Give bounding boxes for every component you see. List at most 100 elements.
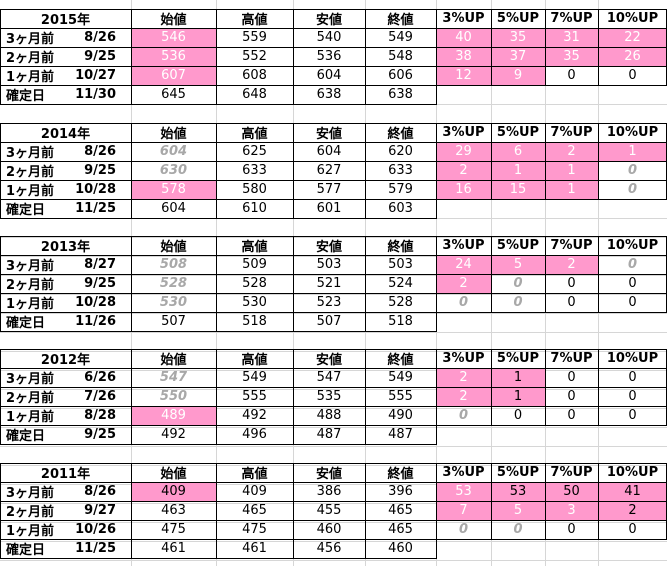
cell-high[interactable]: 509 [216,255,293,274]
cell-up10[interactable]: 0 [598,180,667,199]
cell-close[interactable]: 396 [365,482,436,501]
cell-up3[interactable] [436,312,491,331]
cell-open[interactable]: 528 [131,274,216,293]
cell-up3[interactable] [436,199,491,218]
cell-up7[interactable]: 0 [545,406,598,425]
column-header-up10[interactable]: 10%UP [598,463,667,482]
cell-up5[interactable] [491,312,545,331]
cell-open[interactable]: 475 [131,520,216,539]
cell-up5[interactable]: 0 [491,293,545,312]
column-header-close[interactable]: 終値 [365,349,436,368]
cell-open[interactable]: 530 [131,293,216,312]
column-header-high[interactable]: 高値 [216,9,293,28]
row-label-cell[interactable]: 3ヶ月前 8/26 [0,482,131,501]
cell-close[interactable]: 460 [365,539,436,558]
cell-up3[interactable] [436,425,491,444]
row-label-cell[interactable]: 確定日 9/25 [0,425,131,444]
cell-open[interactable]: 546 [131,28,216,47]
column-header-high[interactable]: 高値 [216,123,293,142]
cell-up10[interactable]: 0 [598,520,667,539]
cell-close[interactable]: 603 [365,199,436,218]
cell-high[interactable]: 608 [216,66,293,85]
cell-up3[interactable]: 2 [436,161,491,180]
cell-up5[interactable]: 1 [491,368,545,387]
row-label-cell[interactable]: 3ヶ月前 8/26 [0,142,131,161]
cell-up10[interactable]: 0 [598,406,667,425]
cell-close[interactable]: 606 [365,66,436,85]
cell-up5[interactable]: 53 [491,482,545,501]
cell-up10[interactable] [598,312,667,331]
cell-up5[interactable]: 5 [491,255,545,274]
cell-low[interactable]: 638 [293,85,365,104]
row-label-cell[interactable]: 2ヶ月前 7/26 [0,387,131,406]
cell-high[interactable]: 465 [216,501,293,520]
cell-up7[interactable]: 31 [545,28,598,47]
cell-open[interactable]: 508 [131,255,216,274]
cell-high[interactable]: 610 [216,199,293,218]
column-header-low[interactable]: 安値 [293,236,365,255]
cell-high[interactable]: 625 [216,142,293,161]
column-header-up10[interactable]: 10%UP [598,236,667,255]
cell-close[interactable]: 548 [365,47,436,66]
cell-up7[interactable]: 2 [545,255,598,274]
cell-high[interactable]: 530 [216,293,293,312]
cell-up7[interactable] [545,312,598,331]
cell-up5[interactable] [491,539,545,558]
cell-up3[interactable] [436,85,491,104]
column-header-open[interactable]: 始値 [131,349,216,368]
column-header-up7[interactable]: 7%UP [545,349,598,368]
row-label-cell[interactable]: 3ヶ月前 8/26 [0,28,131,47]
column-header-up10[interactable]: 10%UP [598,9,667,28]
column-header-open[interactable]: 始値 [131,236,216,255]
cell-low[interactable]: 523 [293,293,365,312]
column-header-close[interactable]: 終値 [365,123,436,142]
cell-up10[interactable]: 0 [598,368,667,387]
column-header-low[interactable]: 安値 [293,9,365,28]
cell-open[interactable]: 489 [131,406,216,425]
column-header-close[interactable]: 終値 [365,463,436,482]
cell-low[interactable]: 386 [293,482,365,501]
cell-close[interactable]: 487 [365,425,436,444]
column-header-low[interactable]: 安値 [293,349,365,368]
cell-up7[interactable]: 3 [545,501,598,520]
cell-open[interactable]: 630 [131,161,216,180]
cell-up3[interactable]: 53 [436,482,491,501]
cell-up7[interactable] [545,199,598,218]
cell-up7[interactable]: 1 [545,180,598,199]
column-header-close[interactable]: 終値 [365,9,436,28]
cell-up5[interactable]: 9 [491,66,545,85]
cell-up10[interactable] [598,425,667,444]
cell-high[interactable]: 648 [216,85,293,104]
cell-low[interactable]: 455 [293,501,365,520]
cell-up3[interactable]: 2 [436,274,491,293]
year-header-cell[interactable]: 2013年 [0,236,131,255]
row-label-cell[interactable]: 2ヶ月前 9/27 [0,501,131,520]
cell-high[interactable]: 555 [216,387,293,406]
cell-up10[interactable]: 41 [598,482,667,501]
cell-up5[interactable] [491,425,545,444]
column-header-up3[interactable]: 3%UP [436,236,491,255]
row-label-cell[interactable]: 2ヶ月前 9/25 [0,161,131,180]
column-header-up7[interactable]: 7%UP [545,463,598,482]
cell-up7[interactable]: 0 [545,66,598,85]
cell-low[interactable]: 577 [293,180,365,199]
year-header-cell[interactable]: 2014年 [0,123,131,142]
cell-up7[interactable]: 1 [545,161,598,180]
year-header-cell[interactable]: 2011年 [0,463,131,482]
year-header-cell[interactable]: 2012年 [0,349,131,368]
cell-low[interactable]: 604 [293,66,365,85]
cell-open[interactable]: 604 [131,142,216,161]
cell-high[interactable]: 475 [216,520,293,539]
cell-up7[interactable]: 0 [545,274,598,293]
cell-up7[interactable]: 0 [545,387,598,406]
cell-close[interactable]: 579 [365,180,436,199]
column-header-up7[interactable]: 7%UP [545,123,598,142]
cell-up3[interactable]: 16 [436,180,491,199]
cell-close[interactable]: 465 [365,520,436,539]
row-label-cell[interactable]: 2ヶ月前 9/25 [0,274,131,293]
column-header-up5[interactable]: 5%UP [491,349,545,368]
row-label-cell[interactable]: 1ヶ月前 10/26 [0,520,131,539]
cell-high[interactable]: 549 [216,368,293,387]
cell-high[interactable]: 552 [216,47,293,66]
column-header-close[interactable]: 終値 [365,236,436,255]
